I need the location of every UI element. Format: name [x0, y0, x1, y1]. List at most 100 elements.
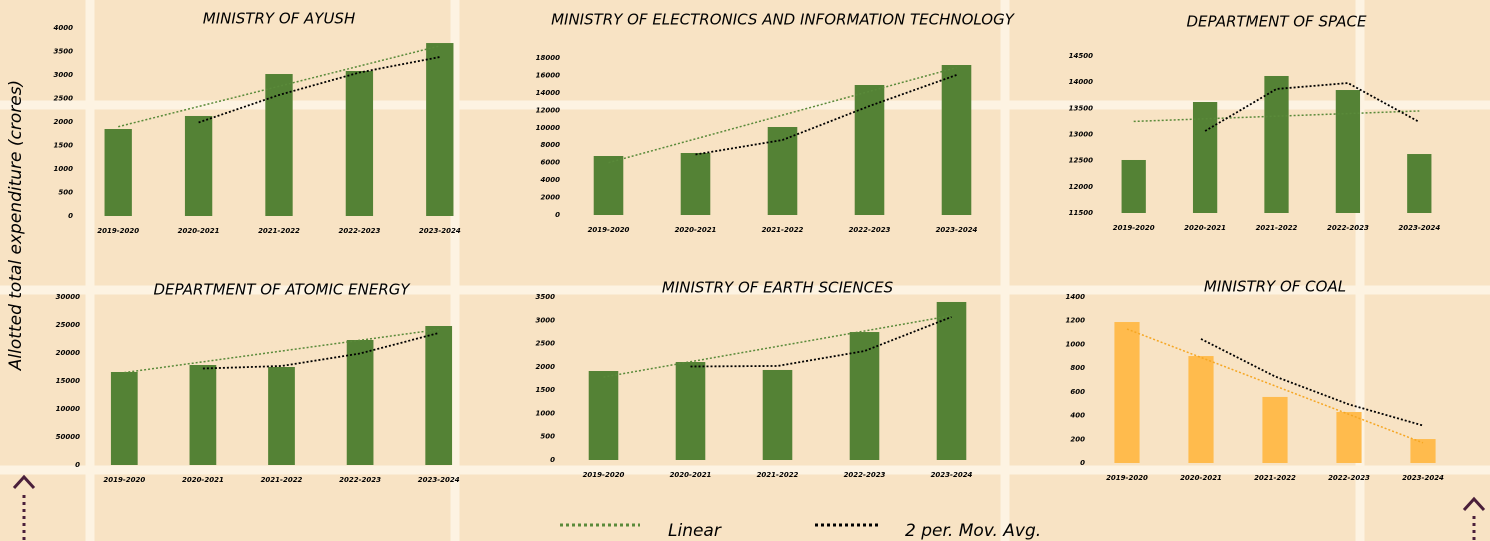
y-tick-label: 2500: [536, 340, 556, 348]
bar: [1335, 90, 1361, 213]
bar: [593, 156, 624, 215]
y-tick-label: 15000: [56, 377, 80, 385]
x-tick-label: 2021-2022: [762, 226, 804, 234]
x-tick-label: 2022-2023: [1328, 474, 1370, 482]
linear-trendline: [1126, 328, 1424, 444]
bar: [189, 365, 217, 465]
bar: [1264, 75, 1289, 213]
bar: [1407, 154, 1432, 213]
bar: [762, 369, 793, 460]
bar: [941, 65, 972, 216]
moving-average-line: [1200, 338, 1424, 427]
y-tick-label: 500: [540, 433, 555, 441]
bar: [936, 301, 967, 460]
y-tick-label: 2000: [541, 194, 561, 202]
x-tick-label: 2020-2021: [670, 471, 712, 479]
x-tick-label: 2019-2020: [1113, 224, 1155, 232]
bar: [1410, 439, 1436, 463]
x-tick-label: 2022-2023: [338, 227, 380, 235]
y-tick-label: 16000: [536, 71, 560, 79]
y-tick-label: 0: [68, 212, 73, 220]
moving-average-line: [690, 316, 952, 368]
x-tick-label: 2021-2022: [261, 476, 303, 484]
bar: [184, 115, 213, 216]
x-tick-label: 2023-2024: [931, 471, 973, 479]
y-tick-label: 2000: [54, 118, 74, 126]
bar: [1336, 412, 1362, 463]
x-tick-label: 2021-2022: [1254, 474, 1296, 482]
y-tick-label: 1200: [1066, 317, 1086, 325]
y-tick-label: 600: [1070, 388, 1085, 396]
x-tick-label: 2020-2021: [1180, 474, 1222, 482]
chart-title: MINISTRY OF ELECTRONICS AND INFORMATION …: [551, 11, 1016, 29]
bar: [588, 371, 619, 460]
linear-trendline: [608, 66, 957, 164]
bar: [426, 43, 454, 216]
y-tick-label: 30000: [56, 293, 80, 301]
bar: [425, 326, 453, 465]
x-tick-label: 2020-2021: [182, 476, 224, 484]
x-tick-label: 2023-2024: [1402, 474, 1444, 482]
bar: [265, 74, 293, 216]
linear-trendline: [603, 314, 952, 378]
y-tick-label: 1000: [1066, 340, 1086, 348]
bar: [268, 367, 295, 465]
moving-average-line: [1204, 82, 1420, 132]
bar: [1262, 396, 1288, 463]
y-tick-label: 50000: [56, 433, 80, 441]
bar: [345, 71, 374, 216]
x-tick-label: 2021-2022: [1256, 224, 1298, 232]
x-tick-label: 2019-2020: [588, 226, 630, 234]
linear-trendline: [124, 328, 439, 374]
x-tick-label: 2021-2022: [757, 471, 799, 479]
chart-title: MINISTRY OF EARTH SCIENCES: [662, 279, 894, 297]
y-tick-label: 3500: [536, 293, 556, 301]
x-tick-label: 2022-2023: [849, 226, 891, 234]
y-tick-label: 1500: [536, 386, 556, 394]
y-tick-label: 1000: [54, 165, 74, 173]
y-tick-label: 200: [1070, 435, 1085, 443]
y-tick-label: 3000: [536, 316, 556, 324]
y-tick-label: 0: [550, 456, 555, 464]
chart-title: DEPARTMENT OF SPACE: [1187, 13, 1368, 31]
bar: [1188, 356, 1214, 463]
x-tick-label: 2022-2023: [339, 476, 381, 484]
y-tick-label: 12500: [1069, 157, 1093, 165]
y-tick-label: 10000: [56, 405, 80, 413]
x-tick-label: 2023-2024: [936, 226, 978, 234]
bar: [854, 85, 885, 215]
x-tick-label: 2020-2021: [1184, 224, 1226, 232]
x-tick-label: 2022-2023: [844, 471, 886, 479]
y-tick-label: 13500: [1069, 104, 1093, 112]
y-tick-label: 20000: [56, 349, 80, 357]
y-tick-label: 4000: [541, 176, 561, 184]
y-tick-label: 8000: [541, 141, 561, 149]
bar: [1114, 322, 1140, 463]
y-tick-label: 500: [58, 189, 73, 197]
y-tick-label: 3000: [54, 71, 74, 79]
x-tick-label: 2023-2024: [419, 227, 461, 235]
y-tick-label: 25000: [56, 321, 80, 329]
y-tick-label: 6000: [541, 159, 561, 167]
y-tick-label: 13000: [1069, 131, 1093, 139]
bar: [346, 340, 374, 465]
bar: [849, 332, 880, 460]
bar: [1192, 102, 1218, 213]
y-tick-label: 10000: [536, 124, 560, 132]
y-tick-label: 0: [75, 461, 80, 469]
x-tick-label: 2019-2020: [97, 227, 139, 235]
bar: [110, 372, 138, 465]
bar: [767, 127, 798, 215]
y-tick-label: 14000: [536, 89, 560, 97]
y-tick-label: 11500: [1069, 209, 1093, 217]
x-tick-label: 2023-2024: [1398, 224, 1440, 232]
legend-label: Linear: [668, 521, 722, 541]
y-tick-label: 1400: [1066, 293, 1086, 301]
x-tick-label: 2019-2020: [1106, 474, 1148, 482]
moving-average-line: [198, 56, 440, 124]
x-tick-label: 2020-2021: [178, 227, 220, 235]
y-tick-label: 0: [1080, 459, 1085, 467]
y-tick-label: 1500: [54, 142, 74, 150]
